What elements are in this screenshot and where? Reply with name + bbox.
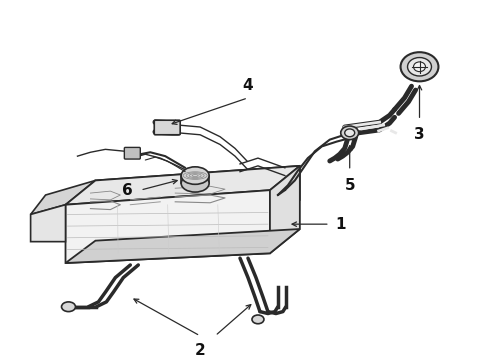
- Text: 6: 6: [122, 183, 132, 198]
- Ellipse shape: [345, 129, 355, 137]
- Ellipse shape: [414, 62, 425, 72]
- FancyBboxPatch shape: [124, 147, 140, 159]
- Text: 2: 2: [195, 343, 205, 358]
- Polygon shape: [66, 190, 270, 263]
- Ellipse shape: [341, 126, 359, 140]
- Polygon shape: [66, 229, 300, 263]
- Ellipse shape: [62, 302, 75, 312]
- Polygon shape: [30, 205, 66, 242]
- Text: 4: 4: [243, 78, 253, 93]
- Polygon shape: [30, 180, 96, 215]
- Polygon shape: [66, 166, 300, 205]
- Text: 5: 5: [344, 177, 355, 193]
- Ellipse shape: [400, 52, 439, 81]
- Ellipse shape: [252, 315, 264, 324]
- Ellipse shape: [181, 175, 209, 192]
- FancyBboxPatch shape: [154, 120, 180, 135]
- Text: 3: 3: [414, 127, 425, 142]
- Ellipse shape: [181, 167, 209, 184]
- Text: 1: 1: [336, 217, 346, 231]
- Polygon shape: [270, 166, 300, 253]
- Polygon shape: [96, 166, 300, 205]
- Ellipse shape: [408, 58, 432, 76]
